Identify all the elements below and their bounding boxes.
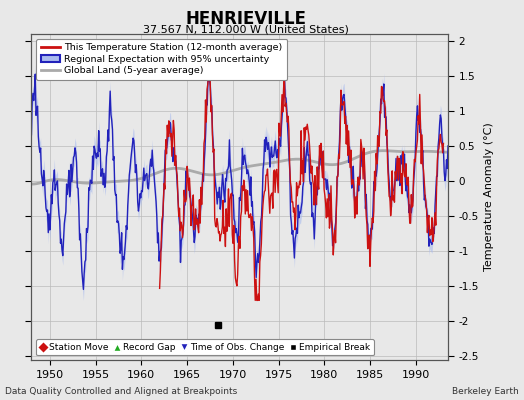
Legend: Station Move, Record Gap, Time of Obs. Change, Empirical Break: Station Move, Record Gap, Time of Obs. C… bbox=[36, 339, 374, 356]
Text: 37.567 N, 112.000 W (United States): 37.567 N, 112.000 W (United States) bbox=[144, 25, 349, 35]
Text: Data Quality Controlled and Aligned at Breakpoints: Data Quality Controlled and Aligned at B… bbox=[5, 387, 237, 396]
Text: HENRIEVILLE: HENRIEVILLE bbox=[186, 10, 307, 28]
Y-axis label: Temperature Anomaly (°C): Temperature Anomaly (°C) bbox=[484, 123, 494, 271]
Text: Berkeley Earth: Berkeley Earth bbox=[452, 387, 519, 396]
